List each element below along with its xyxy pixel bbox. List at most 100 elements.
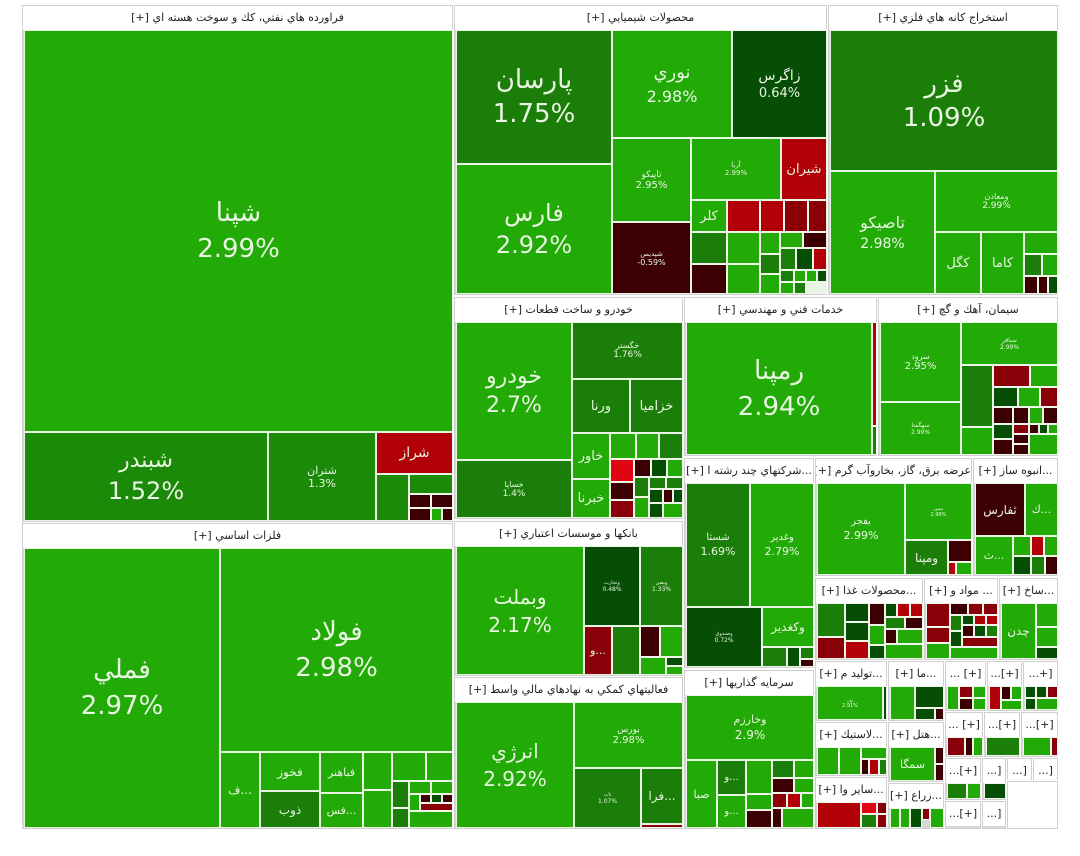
tile-small[interactable]: [431, 794, 442, 803]
tile-small[interactable]: [861, 814, 877, 828]
tile-small[interactable]: [961, 427, 993, 455]
tile-small[interactable]: [610, 433, 636, 459]
expand-button[interactable]: [+]: [895, 667, 914, 680]
tile-small[interactable]: [973, 686, 986, 698]
tile-small[interactable]: [926, 643, 950, 659]
tile-energy[interactable]: انرژي 2.92%: [456, 702, 574, 828]
expand-button[interactable]: [+]: [929, 584, 947, 597]
tile-vatejarat[interactable]: وتجارت 0.48%: [584, 546, 640, 626]
tile-small[interactable]: [420, 803, 453, 811]
tile-sefars[interactable]: ثفارس: [975, 483, 1025, 536]
tile-small[interactable]: [780, 232, 803, 248]
tile-semga[interactable]: سمگا: [890, 747, 935, 781]
tile-vamaaden[interactable]: ومعادن 2.99%: [935, 171, 1058, 232]
tile-small[interactable]: [794, 282, 806, 294]
tile-small[interactable]: [950, 631, 962, 647]
tile-small[interactable]: [926, 603, 950, 627]
tile-small[interactable]: [663, 503, 683, 518]
tile-sab[interactable]: ثاب 1.07%: [574, 768, 641, 828]
tile-small[interactable]: [1031, 556, 1045, 575]
tile-small[interactable]: [376, 474, 409, 521]
tile-small[interactable]: [993, 424, 1013, 439]
tile-khegostar[interactable]: خگستر 1.76%: [572, 322, 683, 379]
tile-small[interactable]: [1036, 686, 1047, 698]
tile-small[interactable]: [926, 627, 950, 643]
tile-small[interactable]: [935, 764, 944, 781]
tile-small[interactable]: [817, 802, 861, 828]
tile-small[interactable]: [1048, 276, 1058, 294]
expand-button[interactable]: [+]: [704, 676, 723, 689]
tile-small[interactable]: [1018, 387, 1040, 407]
tile-small[interactable]: [392, 808, 409, 828]
expand-button[interactable]: [+]: [821, 584, 840, 597]
sector-header[interactable]: [+]...: [946, 802, 980, 826]
expand-button[interactable]: [+]: [819, 667, 838, 680]
tile-small[interactable]: [910, 603, 923, 617]
tile-small[interactable]: [640, 626, 660, 657]
tile-small[interactable]: [869, 645, 885, 659]
sector-header[interactable]: بانكها و موسسات اعتباري [+]: [455, 522, 682, 546]
tile-small[interactable]: [861, 802, 877, 814]
tile-kalor[interactable]: كلر: [691, 200, 727, 232]
tile-small[interactable]: [442, 794, 453, 803]
sector-header[interactable]: ...لاستيك [+]: [816, 723, 886, 747]
sector-header[interactable]: [...: [1034, 759, 1057, 783]
tile-small[interactable]: [640, 657, 666, 675]
tile-small[interactable]: [772, 778, 794, 793]
tile-small[interactable]: [885, 644, 923, 659]
tile-kegol[interactable]: كگل: [935, 232, 981, 294]
tile-small[interactable]: [947, 686, 959, 710]
tile-small[interactable]: [1013, 556, 1031, 575]
tile-small[interactable]: [649, 503, 663, 518]
tile-small[interactable]: [392, 752, 426, 781]
sector-header[interactable]: استخراج كانه هاي فلزي [+]: [829, 6, 1057, 30]
tile-small[interactable]: [817, 637, 845, 659]
tile-small[interactable]: [993, 365, 1030, 387]
tile-small[interactable]: [962, 625, 974, 637]
tile-small[interactable]: [961, 365, 993, 427]
sector-header[interactable]: [+] ...: [946, 662, 985, 686]
tile-small[interactable]: [861, 759, 869, 775]
tile-small[interactable]: [989, 686, 1001, 710]
sector-header[interactable]: ...ما [+]: [889, 662, 943, 686]
tile-khavar[interactable]: خاور: [572, 433, 610, 479]
tile-small[interactable]: [784, 200, 808, 232]
tile-small[interactable]: [959, 698, 973, 710]
sector-header[interactable]: ... مواد و [+]: [925, 579, 997, 603]
tile-small[interactable]: [667, 459, 683, 477]
tile-small[interactable]: [1051, 737, 1058, 756]
tile-small[interactable]: [760, 274, 780, 294]
tile-small[interactable]: [727, 232, 760, 264]
tile-noori[interactable]: نوري 2.98%: [612, 30, 732, 138]
tile-small[interactable]: [817, 747, 839, 775]
tile-small[interactable]: [1029, 407, 1043, 424]
tile-small[interactable]: [845, 622, 869, 641]
tile-zagros[interactable]: زاگرس 0.64%: [732, 30, 827, 138]
tile-small[interactable]: [993, 439, 1013, 455]
tile-small[interactable]: [641, 824, 683, 828]
tile-small[interactable]: [947, 783, 967, 799]
tile-small[interactable]: [1044, 536, 1058, 556]
tile-small[interactable]: [1011, 686, 1022, 700]
tile-shiran[interactable]: شيران: [781, 138, 827, 200]
sector-header[interactable]: [+]...: [988, 662, 1021, 686]
tile-small[interactable]: [890, 686, 915, 720]
expand-button[interactable]: [+]: [717, 303, 736, 316]
tile-small[interactable]: [431, 781, 453, 794]
tile-small[interactable]: [409, 508, 431, 521]
expand-button[interactable]: [+]: [468, 683, 487, 696]
tile-small[interactable]: [967, 783, 981, 799]
tile-small[interactable]: [974, 625, 986, 637]
tile-small[interactable]: [1023, 737, 1051, 756]
tile-small[interactable]: [1031, 536, 1044, 556]
tile-small[interactable]: [900, 808, 910, 828]
tile-small[interactable]: [794, 270, 806, 282]
tile-small[interactable]: [861, 747, 887, 759]
tile-small[interactable]: [959, 686, 973, 698]
tile-small[interactable]: [845, 603, 869, 622]
tile-small[interactable]: [948, 562, 956, 575]
tile-small[interactable]: [1024, 276, 1038, 294]
tile-small[interactable]: [691, 264, 727, 294]
expand-button[interactable]: [+]: [917, 303, 936, 316]
tile-small[interactable]: [803, 232, 827, 248]
